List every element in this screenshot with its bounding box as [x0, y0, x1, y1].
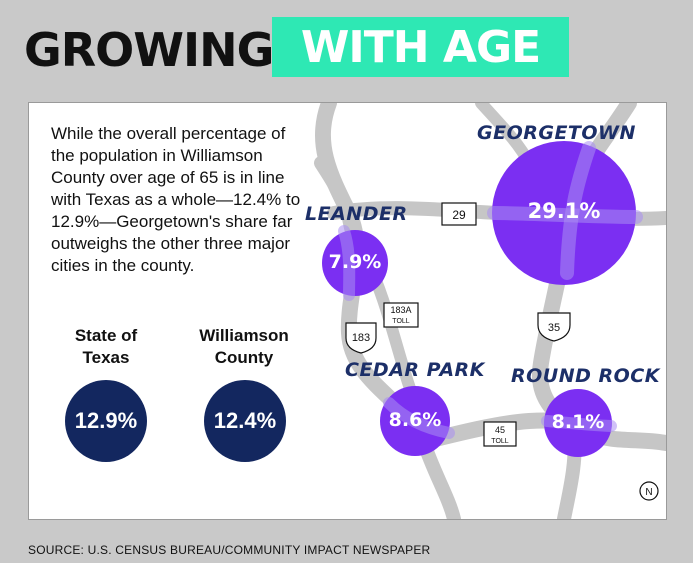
road-over-cedar [383, 397, 455, 439]
city-value-round-rock: 8.1% [551, 411, 605, 433]
stat-texas-label-line1: State of [74, 326, 138, 345]
title-highlight-box [272, 17, 569, 77]
stat-williamson-label-line2: County [214, 348, 274, 367]
shield-45: 45 TOLL [483, 421, 517, 447]
city-label-round-rock: ROUND ROCK [511, 365, 660, 387]
road-35-over-georgetown [560, 141, 596, 280]
shield-45-line1: 45 [495, 425, 505, 435]
title-growing: GROWING [24, 23, 274, 77]
intro-text: While the overall percentage of the popu… [51, 124, 301, 275]
shield-35: 35 [537, 312, 571, 342]
map: 29 183A TOLL 183 35 45 TOLL N [314, 103, 666, 519]
road-over-leander [338, 225, 356, 301]
source-credit: SOURCE: U.S. CENSUS BUREAU/COMMUNITY IMP… [28, 543, 431, 557]
shield-45-line2: TOLL [491, 438, 508, 445]
compass-label: N [645, 487, 652, 498]
north-compass-icon: N [639, 481, 659, 501]
city-label-leander: LEANDER [305, 203, 408, 225]
city-label-cedar-park: CEDAR PARK [345, 359, 485, 381]
stat-williamson-circle: 12.4% [204, 380, 286, 462]
shield-183a-line1: 183A [390, 305, 411, 315]
road-west [314, 156, 358, 235]
title-with-age: WITH AGE [300, 22, 541, 73]
stat-williamson-label-line1: Williamson [199, 326, 289, 345]
stat-williamson-label: Williamson County [189, 325, 299, 369]
content-panel: 29 183A TOLL 183 35 45 TOLL N While the … [28, 102, 667, 520]
shield-183: 183 [345, 322, 377, 354]
city-value-georgetown: 29.1% [527, 199, 601, 223]
road-29-over-georgetown [487, 206, 643, 224]
shield-29-text: 29 [452, 208, 466, 222]
road-south [417, 436, 461, 519]
shield-183a-line2: TOLL [392, 318, 409, 325]
shield-183a: 183A TOLL [383, 302, 419, 328]
stat-texas-label: State of Texas [61, 325, 151, 369]
stat-texas-label-line2: Texas [82, 348, 130, 367]
city-label-georgetown: GEORGETOWN [477, 122, 636, 144]
shield-35-text: 35 [548, 322, 560, 334]
stat-texas-circle: 12.9% [65, 380, 147, 462]
shield-183-text: 183 [352, 332, 370, 344]
city-value-leander: 7.9% [328, 251, 382, 273]
shield-29: 29 [441, 202, 477, 226]
city-value-cedar-park: 8.6% [388, 409, 442, 431]
road-over-roundrock [541, 415, 617, 432]
